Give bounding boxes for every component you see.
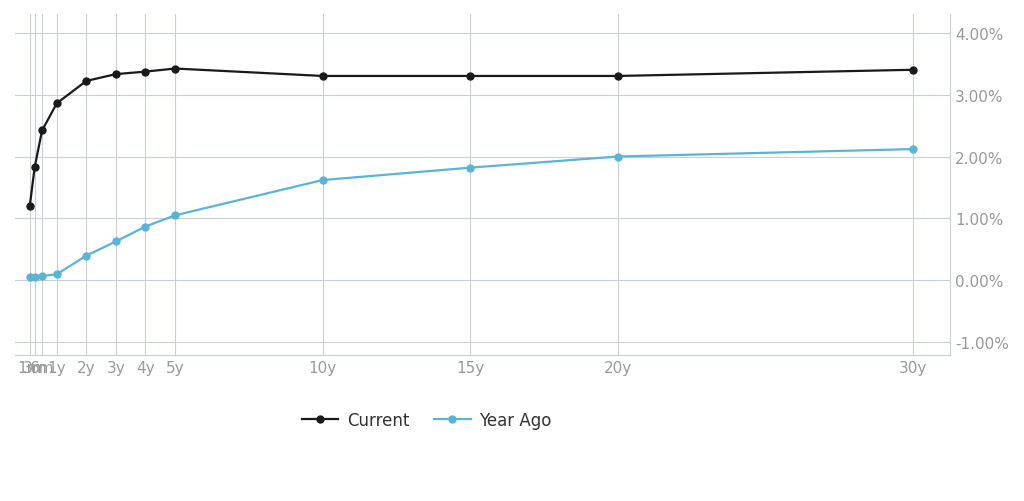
Year Ago [80, 253, 92, 259]
Current [139, 70, 152, 76]
Current [612, 74, 625, 80]
Current [169, 66, 181, 72]
Line: Current: Current [27, 66, 916, 210]
Current [907, 68, 920, 74]
Line: Year Ago: Year Ago [27, 146, 916, 281]
Year Ago [316, 178, 329, 184]
Current [24, 203, 36, 209]
Current [464, 74, 476, 80]
Year Ago [612, 154, 625, 160]
Year Ago [24, 275, 36, 281]
Legend: Current, Year Ago: Current, Year Ago [295, 404, 558, 435]
Year Ago [139, 224, 152, 230]
Year Ago [169, 213, 181, 219]
Year Ago [29, 275, 41, 281]
Current [29, 165, 41, 171]
Current [36, 128, 48, 134]
Current [80, 79, 92, 85]
Year Ago [464, 165, 476, 171]
Year Ago [51, 272, 63, 278]
Year Ago [110, 239, 122, 245]
Current [110, 72, 122, 78]
Current [316, 74, 329, 80]
Current [51, 101, 63, 107]
Year Ago [36, 274, 48, 280]
Year Ago [907, 147, 920, 153]
